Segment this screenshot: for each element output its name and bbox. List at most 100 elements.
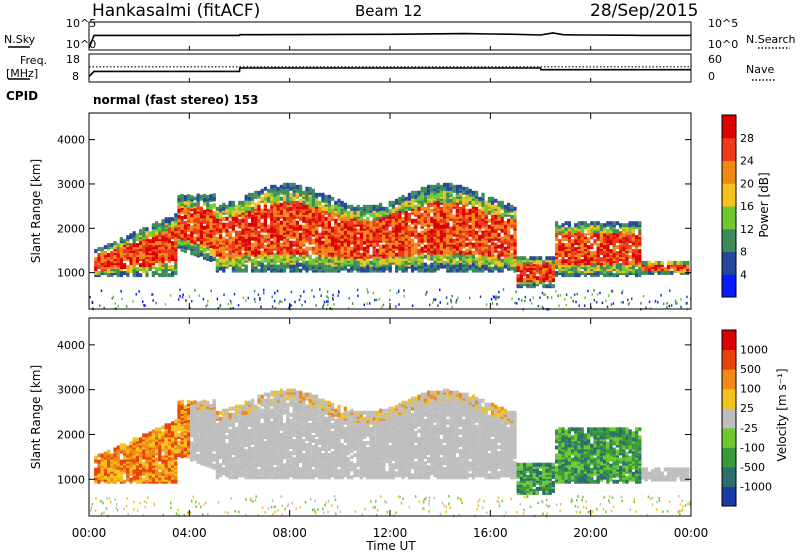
heatmap-cell	[571, 255, 575, 260]
heatmap-speckle	[518, 297, 520, 301]
heatmap-cell	[571, 227, 575, 232]
heatmap-cell	[414, 246, 418, 251]
heatmap-speckle	[121, 297, 123, 301]
heatmap-cell	[260, 196, 264, 201]
heatmap-speckle	[144, 304, 146, 307]
heatmap-cell	[603, 223, 607, 228]
heatmap-cell	[164, 445, 168, 450]
heatmap-cell	[484, 200, 488, 205]
heatmap-cell	[196, 205, 200, 210]
heatmap-cell	[337, 222, 341, 227]
heatmap-cell	[196, 193, 200, 198]
heatmap-cell	[465, 220, 469, 225]
heatmap-cell	[436, 248, 440, 253]
heatmap-cell	[411, 252, 415, 257]
heatmap-cell	[427, 202, 431, 207]
heatmap-cell	[356, 252, 360, 257]
heatmap-cell	[190, 219, 194, 224]
heatmap-cell	[318, 232, 322, 237]
heatmap-cell	[279, 184, 283, 189]
heatmap-cell	[350, 214, 354, 219]
heatmap-cell	[571, 251, 575, 256]
heatmap-cell	[174, 467, 178, 472]
heatmap-cell	[132, 437, 136, 442]
heatmap-cell	[145, 267, 149, 272]
heatmap-cell	[315, 216, 319, 221]
nsky-label: N.Sky	[4, 33, 36, 46]
heatmap-cell	[113, 453, 117, 458]
colorbar-segment	[722, 183, 736, 207]
heatmap-cell	[628, 221, 632, 226]
heatmap-cell	[487, 202, 491, 207]
heatmap-cell	[161, 243, 165, 248]
heatmap-cell	[270, 216, 274, 221]
heatmap-speckle	[91, 301, 94, 304]
heatmap-speckle	[338, 290, 340, 293]
heatmap-cell	[251, 192, 255, 197]
heatmap-cell	[164, 255, 168, 260]
heatmap-cell	[177, 449, 181, 454]
heatmap-cell	[587, 237, 591, 242]
heatmap-cell	[577, 231, 581, 236]
heatmap-speckle	[686, 301, 688, 305]
heatmap-cell	[263, 234, 267, 239]
heatmap-cell	[225, 222, 229, 227]
heatmap-cell	[324, 210, 328, 215]
heatmap-speckle	[450, 298, 452, 302]
heatmap-speckle	[398, 303, 400, 306]
heatmap-cell	[286, 256, 290, 261]
heatmap-speckle	[216, 297, 219, 301]
heatmap-cell	[123, 249, 127, 254]
heatmap-cell	[116, 455, 120, 460]
colorbar-tick-label: 4	[740, 268, 747, 281]
heatmap-cell	[299, 268, 303, 273]
heatmap-cell	[315, 242, 319, 247]
heatmap-speckle	[565, 303, 568, 307]
heatmap-speckle	[686, 295, 688, 299]
heatmap-cell	[308, 220, 312, 225]
heatmap-cell	[283, 238, 287, 243]
heatmap-cell	[107, 243, 111, 248]
heatmap-cell	[459, 210, 463, 215]
heatmap-cell	[657, 270, 661, 275]
heatmap-cell	[129, 243, 133, 248]
heatmap-cell	[350, 210, 354, 215]
heatmap-cell	[241, 230, 245, 235]
heatmap-cell	[471, 220, 475, 225]
heatmap-cell	[251, 232, 255, 237]
heatmap-cell	[142, 231, 146, 236]
heatmap-cell	[414, 242, 418, 247]
heatmap-cell	[340, 252, 344, 257]
heatmap-cell	[382, 234, 386, 239]
heatmap-cell	[366, 230, 370, 235]
heatmap-cell	[142, 461, 146, 466]
heatmap-cell	[414, 234, 418, 239]
heatmap-cell	[465, 248, 469, 253]
heatmap-cell	[119, 253, 123, 258]
heatmap-cell	[94, 249, 98, 254]
heatmap-cell	[135, 479, 139, 484]
heatmap-cell	[158, 429, 162, 434]
heatmap-speckle	[433, 298, 435, 301]
heatmap-cell	[206, 252, 210, 257]
heatmap-cell	[455, 242, 459, 247]
heatmap-cell	[484, 240, 488, 245]
heatmap-cell	[449, 250, 453, 255]
heatmap-cell	[347, 230, 351, 235]
heatmap-cell	[372, 212, 376, 217]
heatmap-cell	[436, 244, 440, 249]
heatmap-cell	[500, 252, 504, 257]
heatmap-cell	[401, 216, 405, 221]
heatmap-cell	[513, 214, 517, 219]
heatmap-cell	[183, 233, 187, 237]
heatmap-cell	[158, 253, 162, 258]
heatmap-cell	[206, 211, 210, 215]
heatmap-cell	[446, 246, 450, 251]
heatmap-cell	[292, 268, 296, 273]
heatmap-cell	[647, 260, 651, 265]
heatmap-cell	[635, 221, 639, 226]
heatmap-speckle	[366, 302, 368, 305]
heatmap-cell	[510, 234, 514, 239]
heatmap-cell	[519, 274, 523, 279]
heatmap-cell	[439, 254, 443, 259]
